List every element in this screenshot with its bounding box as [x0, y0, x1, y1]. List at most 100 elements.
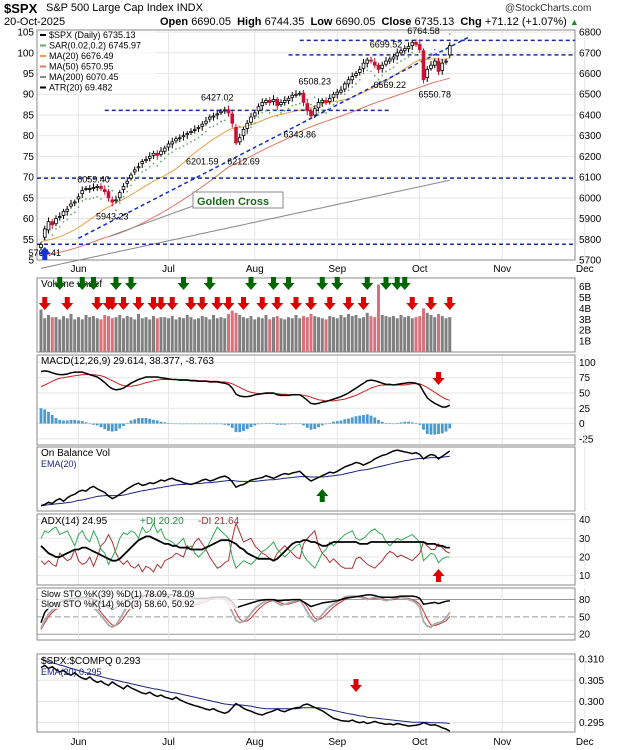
price-candle — [215, 113, 220, 116]
volume-bar — [388, 317, 392, 352]
adx-plus-di-label: +DI 20.20 — [140, 516, 184, 527]
ratio-sell-arrow — [350, 679, 362, 692]
macd-histogram-bar — [140, 418, 144, 424]
volume-bar — [290, 318, 294, 352]
ratio-line — [40, 664, 451, 732]
volume-bar — [275, 316, 279, 352]
macd-y-tick-label: 100 — [579, 358, 596, 369]
volume-bar — [317, 317, 320, 352]
macd-histogram-bar — [358, 415, 362, 424]
sar-dot — [257, 116, 260, 118]
sar-dot — [178, 147, 181, 150]
sar-dot — [253, 122, 256, 125]
sar-dot — [96, 195, 99, 198]
atr-tick-label: 80 — [23, 131, 35, 142]
macd-histogram-bar — [212, 423, 215, 425]
sar-dot — [377, 78, 380, 81]
macd-histogram-bar — [407, 421, 410, 424]
price-candle — [440, 62, 445, 71]
price-legend-entry: MA(20) 6676.49 — [49, 51, 114, 61]
sar-dot — [197, 136, 200, 139]
macd-histogram-bar — [152, 419, 155, 424]
macd-y-tick-label: 0 — [579, 419, 585, 430]
macd-histogram-bar — [129, 420, 133, 424]
price-candle — [376, 64, 381, 70]
golden-cross-label: Golden Cross — [197, 196, 269, 208]
macd-histogram-bar — [88, 423, 92, 425]
stoch-panel-frame — [36, 587, 576, 641]
price-candle — [436, 60, 441, 72]
atr-tick-label: 75 — [23, 152, 35, 163]
macd-histogram-bar — [317, 423, 320, 428]
macd-histogram-bar — [80, 421, 84, 424]
macd-histogram-bar — [384, 422, 388, 424]
volume-bar — [339, 315, 343, 352]
volume-bar — [95, 318, 99, 352]
volume-green-arrow — [245, 277, 257, 290]
macd-histogram-bar — [58, 419, 62, 424]
price-annotation: 6508.23 — [298, 76, 331, 86]
macd-histogram-bar — [257, 423, 260, 425]
volume-bar — [133, 319, 137, 352]
volume-sell-arrow — [271, 297, 284, 310]
sar-dot — [351, 86, 354, 88]
price-y-tick-label: 6800 — [579, 28, 602, 39]
macd-histogram-bar — [253, 423, 257, 426]
volume-green-arrow — [53, 277, 66, 290]
volume-bar — [39, 309, 43, 352]
open-value: 6690.05 — [191, 16, 231, 28]
volume-bar — [305, 317, 309, 352]
sar-dot — [92, 196, 95, 199]
macd-histogram-bar — [230, 423, 234, 428]
price-candle — [357, 68, 362, 73]
volume-tick-label: 5B — [579, 293, 592, 304]
obv-panel-frame — [36, 446, 576, 512]
up-triangle-icon: ▲ — [569, 17, 579, 27]
sar-dot — [268, 111, 271, 114]
price-candle — [174, 138, 178, 142]
price-candle — [406, 46, 411, 50]
macd-histogram-bar — [373, 417, 377, 424]
price-candle — [72, 201, 77, 204]
volume-tick-label: 6B — [579, 282, 592, 293]
macd-histogram-bar — [249, 423, 253, 428]
volume-bar — [212, 315, 215, 352]
macd-histogram-bar — [440, 423, 444, 434]
price-annotation: 6569.22 — [373, 80, 406, 90]
volume-bar — [189, 317, 193, 352]
price-legend-swatch — [40, 55, 46, 57]
x-tick-label-bottom: Jun — [70, 737, 86, 748]
price-candle — [144, 159, 148, 161]
macd-histogram-bar — [144, 418, 148, 424]
macd-histogram-bar — [84, 422, 88, 424]
price-candle — [219, 110, 223, 113]
price-candle — [170, 141, 175, 145]
macd-histogram-bar — [178, 423, 182, 425]
sar-dot — [122, 195, 125, 198]
volume-bar — [448, 317, 452, 352]
volume-green-arrow — [282, 277, 295, 290]
price-candle — [50, 221, 55, 226]
price-y-tick-label: 6100 — [579, 173, 602, 184]
macd-histogram-bar — [155, 420, 159, 424]
price-legend-entry: MA(50) 6570.95 — [49, 62, 114, 72]
macd-histogram-bar — [433, 423, 437, 435]
macd-histogram-bar — [369, 415, 373, 424]
sar-dot — [223, 119, 226, 122]
volume-bar — [279, 318, 283, 352]
price-candle — [136, 166, 141, 169]
macd-histogram-bar — [122, 423, 125, 427]
atr-tick-label: 100 — [17, 48, 34, 59]
sar-dot — [227, 100, 230, 103]
volume-bar — [392, 316, 395, 352]
volume-bar — [253, 319, 257, 352]
volume-bar — [399, 315, 403, 352]
ratio-label: $SPX:$COMPQ 0.293 — [41, 656, 141, 667]
macd-histogram-bar — [43, 409, 47, 424]
macd-histogram-bar — [69, 419, 73, 424]
macd-histogram-bar — [107, 423, 110, 431]
volume-bar — [122, 318, 125, 352]
volume-green-arrow — [267, 277, 280, 290]
macd-histogram-bar — [170, 423, 174, 425]
sar-dot — [328, 107, 331, 110]
